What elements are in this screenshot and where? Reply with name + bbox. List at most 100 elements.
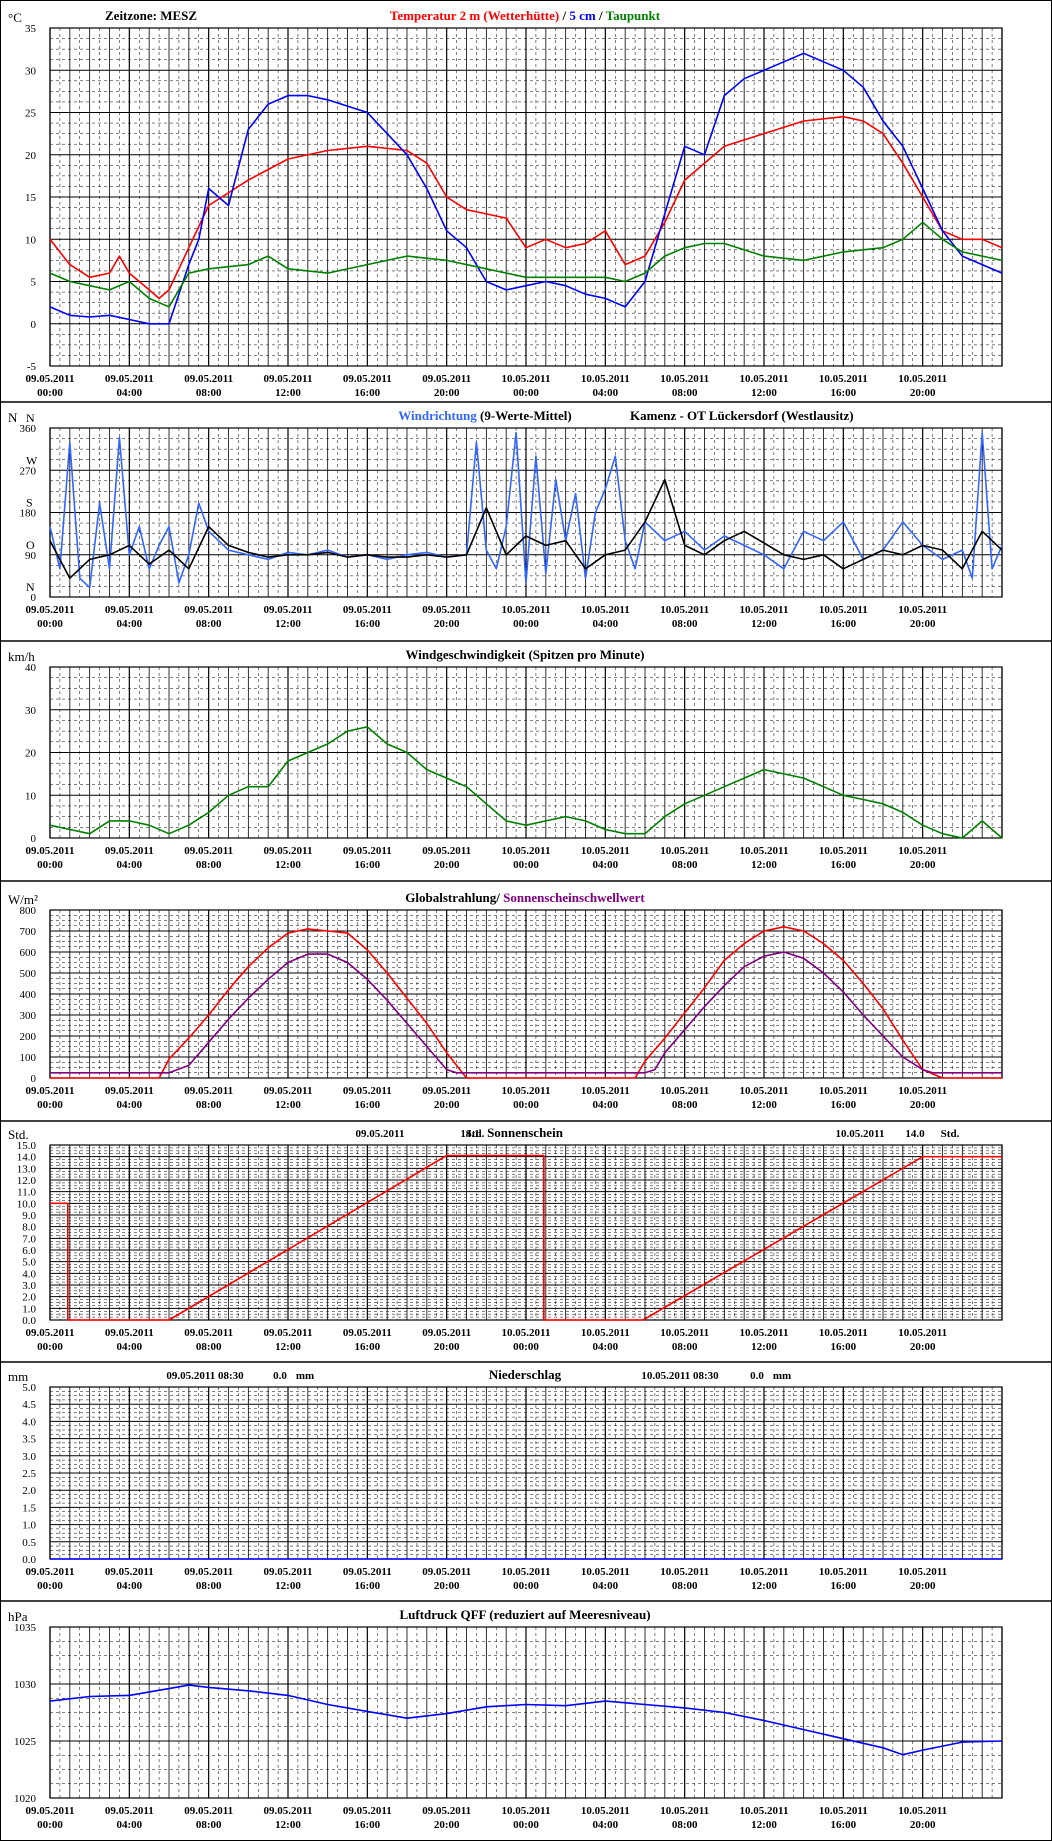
x-tick-time: 16:00 — [354, 387, 380, 399]
series-line — [49, 478, 1003, 580]
x-tick-time: 08:00 — [196, 387, 222, 399]
x-tick-time: 12:00 — [275, 1099, 301, 1111]
x-tick-date: 10.05.2011 — [819, 373, 868, 385]
x-tick-date: 09.05.2011 — [264, 373, 313, 385]
y-tick-label: 14.0 — [17, 1152, 37, 1164]
x-tick-date: 10.05.2011 — [740, 1566, 789, 1578]
chart-title: Luftdruck QFF (reduziert auf Meeresnivea… — [399, 1607, 650, 1622]
y-tick-label: 0.5 — [22, 1537, 36, 1549]
chart-title: Windgeschwindigkeit (Spitzen pro Minute) — [406, 647, 645, 662]
x-tick-time: 04:00 — [116, 1819, 142, 1831]
x-tick-date: 10.05.2011 — [581, 373, 630, 385]
y-tick-label: 13.0 — [17, 1163, 37, 1175]
x-tick-time: 12:00 — [751, 1099, 777, 1111]
x-tick-date: 10.05.2011 — [660, 604, 709, 616]
sunshine-grid — [49, 1144, 1003, 1321]
x-tick-time: 16:00 — [354, 1099, 380, 1111]
plot-frame — [49, 666, 1003, 839]
x-tick-time: 00:00 — [513, 387, 539, 399]
x-tick-time: 00:00 — [513, 1099, 539, 1111]
y-axis-unit: °C — [8, 10, 22, 25]
day-total-unit: Std. — [941, 1128, 960, 1140]
y-tick-label: -5 — [27, 361, 37, 373]
plot-frame — [49, 27, 1003, 367]
x-tick-date: 09.05.2011 — [26, 604, 75, 616]
x-tick-time: 04:00 — [592, 1099, 618, 1111]
x-tick-date: 09.05.2011 — [422, 1085, 471, 1097]
x-tick-date: 09.05.2011 — [343, 1566, 392, 1578]
x-tick-time: 00:00 — [37, 618, 63, 630]
plot-frame — [49, 1626, 1003, 1799]
x-tick-time: 00:00 — [37, 1341, 63, 1353]
y-tick-label: 700 — [20, 926, 37, 938]
x-tick-date: 09.05.2011 — [184, 373, 233, 385]
x-tick-time: 04:00 — [116, 618, 142, 630]
x-tick-date: 09.05.2011 — [422, 604, 471, 616]
x-tick-time: 16:00 — [830, 859, 856, 871]
y-tick-label: 6.0 — [22, 1245, 36, 1257]
x-tick-date: 09.05.2011 — [26, 1805, 75, 1817]
precipitation-grid — [49, 1386, 1003, 1560]
y-tick-label: 40 — [25, 662, 37, 674]
day-total-unit: mm — [773, 1370, 791, 1382]
x-tick-date: 10.05.2011 — [660, 1566, 709, 1578]
x-tick-date: 10.05.2011 — [740, 373, 789, 385]
series-line — [49, 115, 1003, 300]
x-tick-date: 09.05.2011 — [105, 373, 154, 385]
y-tick-label: 15 — [25, 192, 37, 204]
x-tick-time: 04:00 — [592, 1580, 618, 1592]
x-tick-date: 09.05.2011 — [422, 1566, 471, 1578]
y-tick-label: 15.0 — [17, 1140, 37, 1152]
x-tick-time: 20:00 — [910, 1341, 936, 1353]
y-tick-label: 300 — [20, 1010, 37, 1022]
chart-title-part: Windrichtung — [398, 408, 477, 423]
x-tick-time: 04:00 — [592, 1341, 618, 1353]
chart-title-part: Sonnenscheinschwellwert — [500, 890, 645, 905]
sunshine-panel: 15.014.013.012.011.010.09.08.07.06.05.04… — [0, 1120, 1052, 1353]
y-tick-label: 20 — [25, 150, 37, 162]
day-total-value: 0.0 — [750, 1370, 764, 1382]
direction-label: N — [26, 411, 35, 425]
chart-title-part: Temperatur 2 m (Wetterhütte) — [390, 8, 559, 23]
y-axis-unit: W/m² — [8, 892, 38, 907]
global-radiation-panel: 800700600500400300200100009.05.201100:00… — [0, 880, 1052, 1111]
x-tick-time: 16:00 — [354, 1819, 380, 1831]
chart-title: Niederschlag — [489, 1367, 562, 1382]
x-tick-time: 20:00 — [434, 387, 460, 399]
x-tick-date: 09.05.2011 — [105, 845, 154, 857]
x-tick-time: 04:00 — [116, 859, 142, 871]
day-total-value: 14.1 — [460, 1128, 479, 1140]
day-total-value: 14.0 — [905, 1128, 925, 1140]
x-tick-time: 20:00 — [910, 1819, 936, 1831]
x-tick-time: 08:00 — [672, 618, 698, 630]
y-tick-label: 20 — [25, 748, 37, 760]
x-tick-date: 10.05.2011 — [502, 845, 551, 857]
series-line — [50, 951, 1002, 1074]
x-tick-date: 10.05.2011 — [898, 1805, 947, 1817]
x-tick-time: 16:00 — [354, 1580, 380, 1592]
y-tick-label: 9.0 — [22, 1210, 36, 1222]
day-total-label: 10.05.2011 08:30 — [641, 1370, 719, 1382]
x-tick-date: 09.05.2011 — [343, 1327, 392, 1339]
x-tick-date: 09.05.2011 — [26, 1085, 75, 1097]
x-tick-date: 10.05.2011 — [819, 604, 868, 616]
x-tick-date: 10.05.2011 — [660, 845, 709, 857]
y-tick-label: 270 — [20, 465, 37, 477]
x-tick-time: 16:00 — [830, 1341, 856, 1353]
x-tick-date: 09.05.2011 — [264, 845, 313, 857]
x-tick-date: 10.05.2011 — [502, 1085, 551, 1097]
x-tick-time: 12:00 — [275, 1580, 301, 1592]
wind-speed-panel: 40302010009.05.201100:0009.05.201104:000… — [0, 640, 1052, 871]
y-tick-label: 30 — [25, 705, 37, 717]
y-axis-unit: hPa — [8, 1609, 28, 1624]
x-tick-date: 10.05.2011 — [502, 1566, 551, 1578]
y-tick-label: 35 — [25, 23, 37, 35]
x-tick-time: 12:00 — [751, 618, 777, 630]
y-tick-label: 1.0 — [22, 1303, 36, 1315]
y-tick-label: 0 — [31, 592, 37, 604]
x-tick-time: 04:00 — [116, 1580, 142, 1592]
chart-title-part: Globalstrahlung/ — [405, 890, 500, 905]
x-tick-date: 09.05.2011 — [26, 845, 75, 857]
y-tick-label: 0.0 — [22, 1315, 36, 1327]
